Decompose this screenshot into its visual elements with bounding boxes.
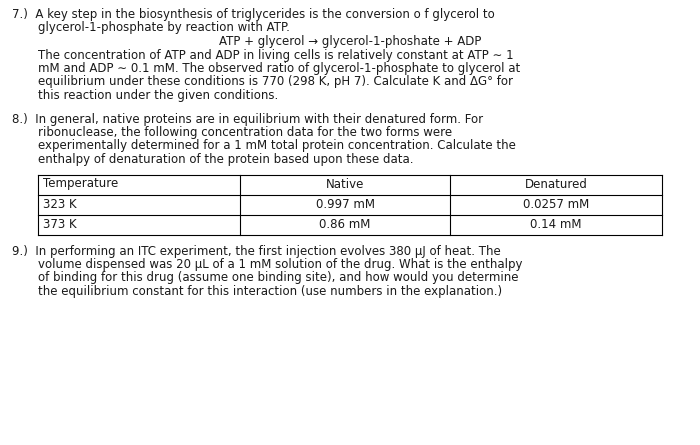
Text: enthalpy of denaturation of the protein based upon these data.: enthalpy of denaturation of the protein …	[38, 153, 414, 166]
Text: ribonuclease, the following concentration data for the two forms were: ribonuclease, the following concentratio…	[38, 126, 452, 139]
Text: this reaction under the given conditions.: this reaction under the given conditions…	[38, 89, 279, 102]
Text: 7.)  A key step in the biosynthesis of triglycerides is the conversion o f glyce: 7.) A key step in the biosynthesis of tr…	[12, 8, 495, 21]
Text: 0.0257 mM: 0.0257 mM	[523, 198, 589, 210]
Text: Native: Native	[326, 178, 364, 190]
Text: the equilibrium constant for this interaction (use numbers in the explanation.): the equilibrium constant for this intera…	[38, 285, 502, 298]
Text: of binding for this drug (assume one binding site), and how would you determine: of binding for this drug (assume one bin…	[38, 271, 519, 284]
Text: 0.14 mM: 0.14 mM	[531, 218, 582, 231]
Text: Temperature: Temperature	[43, 178, 118, 190]
Text: 373 K: 373 K	[43, 218, 76, 231]
Text: volume dispensed was 20 μL of a 1 mM solution of the drug. What is the enthalpy: volume dispensed was 20 μL of a 1 mM sol…	[38, 258, 522, 271]
Text: experimentally determined for a 1 mM total protein concentration. Calculate the: experimentally determined for a 1 mM tot…	[38, 139, 516, 153]
Text: 8.)  In general, native proteins are in equilibrium with their denatured form. F: 8.) In general, native proteins are in e…	[12, 113, 483, 125]
Text: 323 K: 323 K	[43, 198, 76, 210]
Text: The concentration of ATP and ADP in living cells is relatively constant at ATP ∼: The concentration of ATP and ADP in livi…	[38, 49, 514, 61]
Text: 0.997 mM: 0.997 mM	[316, 198, 374, 210]
Text: mM and ADP ∼ 0.1 mM. The observed ratio of glycerol-1-phosphate to glycerol at: mM and ADP ∼ 0.1 mM. The observed ratio …	[38, 62, 520, 75]
Text: 0.86 mM: 0.86 mM	[319, 218, 371, 231]
Text: 9.)  In performing an ITC experiment, the first injection evolves 380 μJ of heat: 9.) In performing an ITC experiment, the…	[12, 244, 500, 258]
Text: ATP + glycerol → glycerol-1-phoshate + ADP: ATP + glycerol → glycerol-1-phoshate + A…	[219, 35, 481, 48]
Text: glycerol-1-phosphate by reaction with ATP.: glycerol-1-phosphate by reaction with AT…	[38, 21, 290, 35]
Text: equilibrium under these conditions is 770 (298 K, pH 7). Calculate K and ΔG° for: equilibrium under these conditions is 77…	[38, 76, 513, 89]
Text: Denatured: Denatured	[524, 178, 587, 190]
